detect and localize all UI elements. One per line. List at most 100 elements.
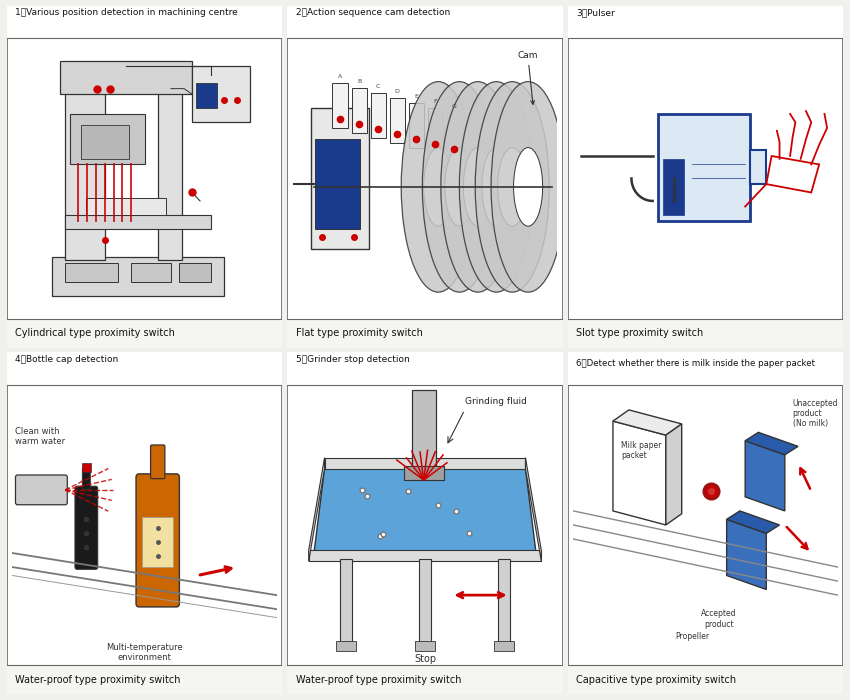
Text: A: A <box>338 74 343 79</box>
FancyBboxPatch shape <box>7 352 282 694</box>
FancyBboxPatch shape <box>82 468 90 489</box>
Text: 3、Pulser: 3、Pulser <box>576 8 615 18</box>
Ellipse shape <box>498 148 527 226</box>
Ellipse shape <box>422 82 496 292</box>
Text: 6、Detect whether there is milk inside the paper packet: 6、Detect whether there is milk inside th… <box>576 359 815 368</box>
Text: Capacitive type proximity switch: Capacitive type proximity switch <box>576 675 736 685</box>
FancyBboxPatch shape <box>150 445 165 479</box>
FancyBboxPatch shape <box>340 559 352 643</box>
Polygon shape <box>666 424 682 525</box>
FancyBboxPatch shape <box>287 6 563 38</box>
FancyBboxPatch shape <box>409 103 424 148</box>
FancyBboxPatch shape <box>658 114 751 220</box>
Text: Milk paper
packet: Milk paper packet <box>620 441 661 460</box>
FancyBboxPatch shape <box>158 86 182 260</box>
Text: 1、Various position detection in machining centre: 1、Various position detection in machinin… <box>15 8 238 18</box>
FancyBboxPatch shape <box>136 474 179 607</box>
FancyBboxPatch shape <box>419 559 431 643</box>
FancyBboxPatch shape <box>389 98 405 143</box>
Polygon shape <box>727 519 767 589</box>
Text: Cam: Cam <box>518 51 538 104</box>
FancyBboxPatch shape <box>82 463 91 472</box>
FancyBboxPatch shape <box>336 640 356 651</box>
FancyBboxPatch shape <box>143 517 173 567</box>
Polygon shape <box>745 433 798 455</box>
FancyBboxPatch shape <box>568 6 843 38</box>
FancyBboxPatch shape <box>428 108 443 153</box>
FancyBboxPatch shape <box>60 61 192 94</box>
Text: Cylindrical type proximity switch: Cylindrical type proximity switch <box>15 328 175 338</box>
Ellipse shape <box>441 82 515 292</box>
FancyBboxPatch shape <box>178 262 211 282</box>
Polygon shape <box>52 257 224 296</box>
Ellipse shape <box>482 148 511 226</box>
Text: E: E <box>414 94 418 99</box>
FancyBboxPatch shape <box>7 352 282 384</box>
FancyBboxPatch shape <box>7 318 282 348</box>
FancyBboxPatch shape <box>371 93 386 138</box>
Text: Accepted
product: Accepted product <box>701 609 736 629</box>
Text: Stop: Stop <box>414 654 436 664</box>
Polygon shape <box>745 441 785 511</box>
FancyBboxPatch shape <box>65 86 105 260</box>
Polygon shape <box>309 550 541 561</box>
Polygon shape <box>613 421 666 525</box>
FancyBboxPatch shape <box>568 318 843 348</box>
Text: Slot type proximity switch: Slot type proximity switch <box>576 328 703 338</box>
FancyBboxPatch shape <box>332 83 348 128</box>
Ellipse shape <box>513 148 542 226</box>
FancyBboxPatch shape <box>568 665 843 694</box>
FancyBboxPatch shape <box>7 6 282 38</box>
FancyBboxPatch shape <box>15 475 67 505</box>
Text: B: B <box>357 79 361 84</box>
Polygon shape <box>309 458 325 561</box>
FancyBboxPatch shape <box>411 390 435 469</box>
Ellipse shape <box>445 148 474 226</box>
FancyBboxPatch shape <box>494 640 514 651</box>
FancyBboxPatch shape <box>287 352 563 694</box>
FancyBboxPatch shape <box>7 6 282 348</box>
Text: F: F <box>434 99 437 104</box>
Text: 2、Action sequence cam detection: 2、Action sequence cam detection <box>296 8 450 18</box>
FancyBboxPatch shape <box>447 113 462 158</box>
FancyBboxPatch shape <box>415 640 435 651</box>
Ellipse shape <box>475 82 549 292</box>
FancyBboxPatch shape <box>131 262 171 282</box>
Ellipse shape <box>423 148 453 226</box>
FancyBboxPatch shape <box>663 159 684 215</box>
FancyBboxPatch shape <box>568 6 843 348</box>
FancyBboxPatch shape <box>7 665 282 694</box>
Ellipse shape <box>401 82 475 292</box>
Text: Propeller: Propeller <box>675 631 710 640</box>
FancyBboxPatch shape <box>287 6 563 348</box>
Polygon shape <box>613 410 682 435</box>
FancyBboxPatch shape <box>751 150 767 184</box>
FancyBboxPatch shape <box>498 559 510 643</box>
FancyBboxPatch shape <box>65 262 118 282</box>
Text: C: C <box>376 84 381 89</box>
FancyBboxPatch shape <box>568 352 843 384</box>
Polygon shape <box>325 458 525 469</box>
FancyBboxPatch shape <box>71 114 144 164</box>
FancyBboxPatch shape <box>568 352 843 694</box>
FancyBboxPatch shape <box>315 139 360 229</box>
FancyBboxPatch shape <box>75 486 98 569</box>
FancyBboxPatch shape <box>192 66 250 122</box>
FancyBboxPatch shape <box>287 318 563 348</box>
Ellipse shape <box>491 82 565 292</box>
FancyBboxPatch shape <box>81 125 128 159</box>
FancyBboxPatch shape <box>287 665 563 694</box>
Polygon shape <box>727 511 779 533</box>
Text: D: D <box>394 89 400 94</box>
Polygon shape <box>525 458 541 561</box>
Text: Multi-temperature
environment: Multi-temperature environment <box>106 643 183 662</box>
FancyBboxPatch shape <box>404 466 444 480</box>
FancyBboxPatch shape <box>287 352 563 384</box>
Text: Water-proof type proximity switch: Water-proof type proximity switch <box>15 675 180 685</box>
Text: Unaccepted
product
(No milk): Unaccepted product (No milk) <box>793 399 838 428</box>
Text: G: G <box>452 104 456 109</box>
FancyBboxPatch shape <box>65 215 211 229</box>
Text: Water-proof type proximity switch: Water-proof type proximity switch <box>296 675 461 685</box>
FancyBboxPatch shape <box>87 198 166 215</box>
Text: Grinding fluid: Grinding fluid <box>465 398 526 406</box>
